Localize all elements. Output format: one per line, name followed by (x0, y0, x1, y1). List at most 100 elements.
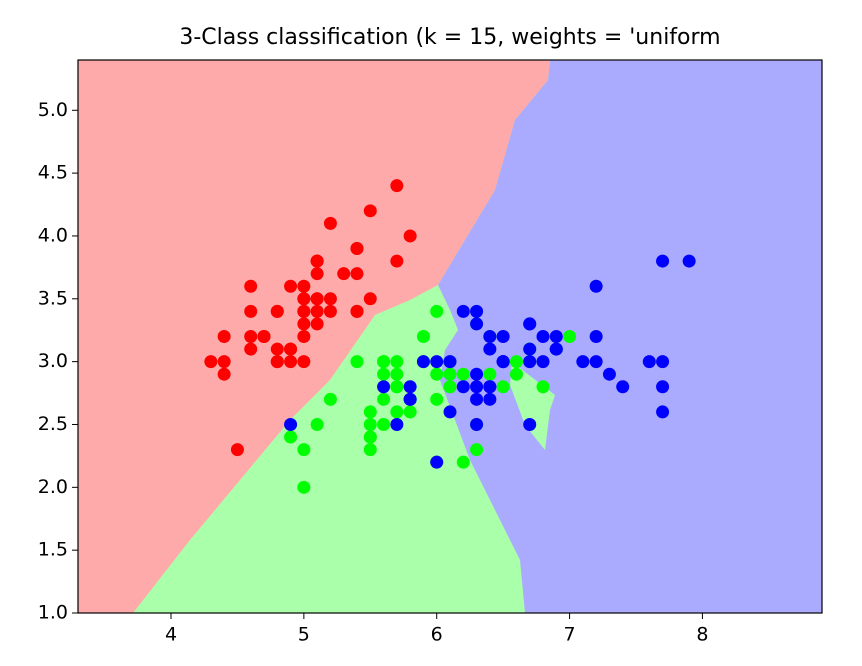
y-tick-label: 1.0 (38, 602, 68, 624)
point (363, 430, 377, 444)
point (483, 330, 497, 343)
point (310, 267, 324, 281)
point (350, 242, 364, 256)
point (443, 380, 457, 394)
point (576, 355, 590, 369)
region-blue (438, 60, 822, 613)
point (416, 330, 430, 343)
point (217, 355, 231, 369)
point (284, 417, 298, 431)
point (443, 367, 457, 381)
point (430, 304, 444, 318)
point (496, 330, 510, 343)
point (470, 317, 484, 331)
point (536, 355, 550, 369)
point (403, 229, 417, 243)
point (377, 367, 391, 381)
point (602, 367, 616, 381)
point (642, 355, 656, 369)
point (523, 355, 537, 369)
point (430, 392, 444, 406)
point (430, 355, 444, 369)
point (297, 443, 311, 457)
point (496, 380, 510, 394)
point (337, 267, 351, 281)
point (244, 342, 258, 356)
point (270, 304, 284, 318)
x-tick-label: 8 (696, 624, 708, 646)
x-tick-label: 5 (298, 624, 310, 646)
point (549, 342, 563, 356)
point (443, 405, 457, 419)
point (483, 392, 497, 406)
point (310, 304, 324, 318)
point (563, 330, 577, 343)
x-tick-label: 7 (564, 624, 576, 646)
point (350, 267, 364, 281)
point (297, 279, 311, 293)
point (244, 279, 258, 293)
point (350, 355, 364, 369)
point (350, 304, 364, 318)
point (523, 417, 537, 431)
y-tick-label: 3.0 (38, 350, 68, 372)
point (470, 392, 484, 406)
point (536, 330, 550, 343)
point (297, 292, 311, 306)
point (390, 355, 404, 369)
point (656, 405, 670, 419)
region-red (78, 60, 550, 613)
y-tick-label: 4.5 (38, 162, 68, 184)
point (403, 380, 417, 394)
plot-frame (77, 59, 823, 614)
point (483, 342, 497, 356)
x-tick-label: 6 (431, 624, 443, 646)
point (536, 380, 550, 394)
point (377, 355, 391, 369)
point (403, 405, 417, 419)
region-green-patch (510, 362, 555, 450)
point (323, 292, 337, 306)
point (470, 304, 484, 318)
point (470, 380, 484, 394)
point (377, 417, 391, 431)
point (456, 455, 470, 469)
point (656, 254, 670, 268)
point (496, 355, 510, 369)
point (509, 367, 523, 381)
point (363, 292, 377, 306)
point (456, 304, 470, 318)
point (217, 367, 231, 381)
watermark: 知乎 @咕嘟 (717, 619, 823, 643)
y-tick-label: 3.5 (38, 287, 68, 309)
point (483, 367, 497, 381)
point (204, 355, 218, 369)
point (363, 443, 377, 457)
point (310, 292, 324, 306)
point (456, 367, 470, 381)
point (390, 417, 404, 431)
point (390, 367, 404, 381)
point (297, 304, 311, 318)
point (363, 204, 377, 218)
y-tick-label: 5.0 (38, 99, 68, 121)
point (257, 330, 271, 343)
point (217, 330, 231, 343)
point (589, 279, 603, 293)
point (682, 254, 696, 268)
point (363, 417, 377, 431)
point (284, 279, 298, 293)
point (310, 417, 324, 431)
point (390, 405, 404, 419)
point (390, 254, 404, 268)
point (589, 355, 603, 369)
point (470, 367, 484, 381)
point (363, 405, 377, 419)
point (390, 179, 404, 193)
point (416, 355, 430, 369)
point (430, 367, 444, 381)
y-tick-label: 2.5 (38, 413, 68, 435)
point (284, 355, 298, 369)
chart-title: 3-Class classification (k = 15, weights … (179, 25, 720, 50)
point (443, 355, 457, 369)
